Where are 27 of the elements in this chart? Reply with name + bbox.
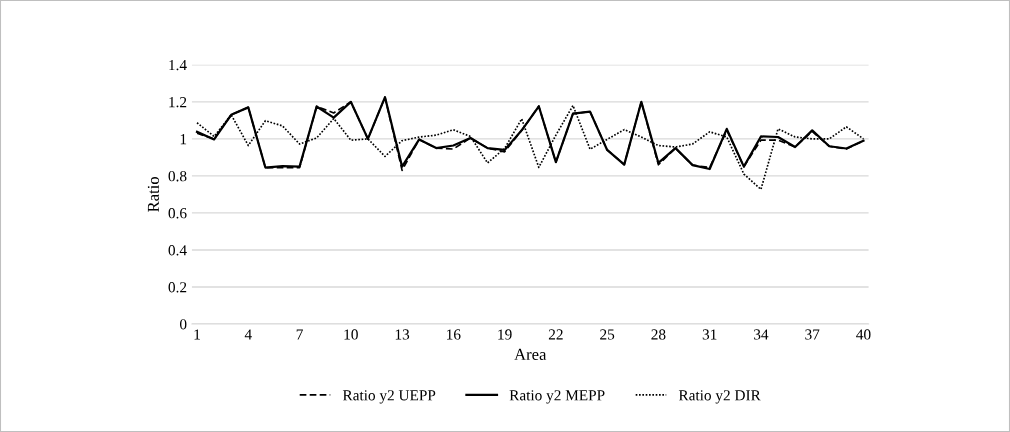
x-tick-label: 28 (651, 329, 666, 340)
x-tick-label: 1 (194, 329, 200, 340)
x-tick-label: 4 (244, 329, 252, 340)
y-tick-label: 0.4 (168, 245, 187, 256)
y-axis-title: Ratio (147, 176, 159, 212)
x-tick-label: 31 (702, 329, 717, 340)
y-tick-label: 0.8 (168, 171, 187, 182)
legend-label: Ratio y2 UEPP (342, 390, 436, 404)
x-tick-label: 25 (600, 329, 615, 340)
x-tick-label: 34 (754, 329, 769, 340)
y-tick-label: 1 (180, 134, 187, 145)
x-tick-label: 22 (548, 329, 563, 340)
x-tick-label: 19 (498, 329, 512, 340)
x-tick-label: 7 (296, 329, 303, 340)
x-tick-label: 16 (447, 329, 461, 340)
y-tick-label: 0.2 (168, 282, 187, 293)
x-axis-title: Area (514, 348, 547, 360)
y-tick-label: 1.4 (169, 60, 187, 71)
y-tick-label: 0 (179, 319, 187, 330)
legend-label: Ratio y2 DIR (678, 390, 761, 404)
legend-label: Ratio y2 MEPP (509, 390, 605, 404)
x-tick-label: 10 (344, 329, 358, 340)
y-tick-label: 0.6 (168, 208, 187, 219)
x-tick-label: 37 (805, 329, 820, 340)
x-tick-label: 13 (395, 329, 410, 340)
x-tick-label: 40 (856, 329, 871, 340)
y-tick-label: 1.2 (169, 97, 187, 108)
